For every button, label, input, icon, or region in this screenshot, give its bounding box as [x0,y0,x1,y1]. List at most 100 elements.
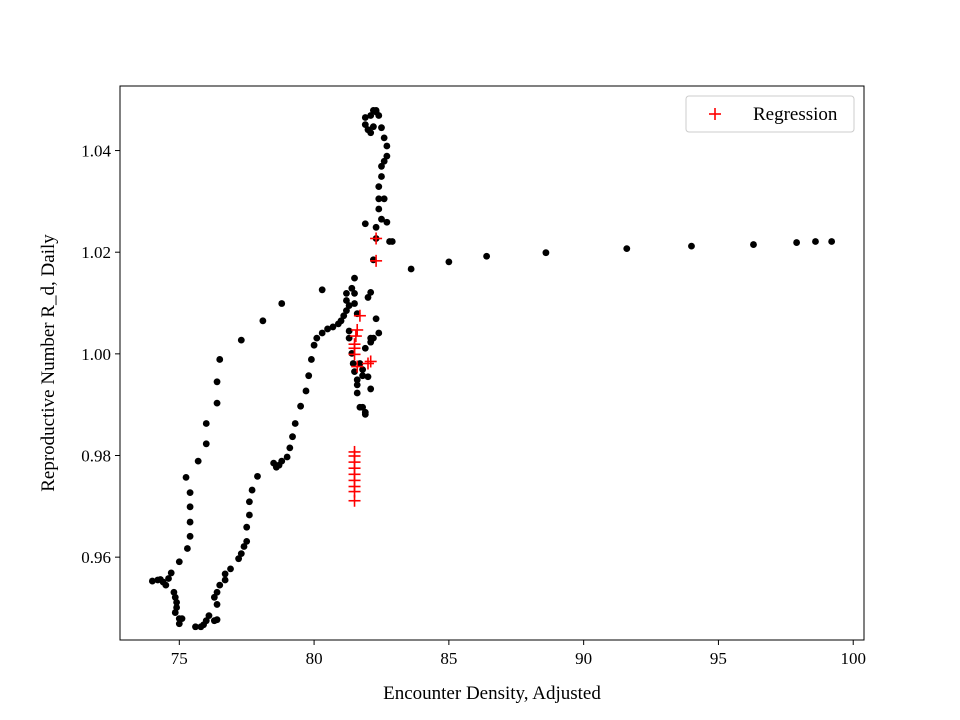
data-point [361,114,369,121]
data-point [353,389,361,397]
data-point [364,294,372,301]
data-point [202,617,210,625]
data-point [243,523,251,531]
data-point [237,336,245,344]
data-point [351,274,358,282]
legend: Regression [685,95,855,133]
data-point [380,195,388,203]
regression-point [351,360,364,373]
data-point [375,183,383,191]
data-point [165,575,172,582]
data-point [162,581,170,589]
y-tick-label: 0.98 [81,447,111,466]
data-point [186,518,194,526]
y-tick-label: 1.04 [81,142,111,161]
data-point [372,108,380,116]
data-point [623,245,631,253]
data-point [205,612,213,620]
data-point [194,457,202,465]
regression-point [348,494,361,507]
data-point [329,323,337,331]
legend-plus-icon [709,108,721,120]
data-point [216,356,224,363]
data-point [359,366,367,374]
data-point [383,218,391,226]
plot-area [120,86,864,640]
data-point [383,142,391,150]
data-point [175,620,183,628]
data-point [192,623,199,631]
data-point [353,376,361,384]
data-point [369,334,377,342]
data-point [750,241,757,248]
data-point [361,121,369,129]
data-point [186,489,194,497]
data-point [364,373,372,381]
data-point [343,289,350,297]
data-point [359,372,367,380]
legend-label-regression: Regression [753,104,838,125]
data-point [213,399,221,407]
data-point [175,558,183,566]
data-point [278,300,286,307]
data-point [380,134,388,142]
data-point [369,123,377,131]
data-point [348,284,356,292]
data-point [380,157,388,165]
data-point [351,368,358,376]
data-point [213,616,221,624]
data-point [343,297,350,304]
data-point [245,498,253,506]
data-point [148,577,156,585]
data-point [213,378,221,386]
data-point [289,433,296,441]
x-tick-label: 80 [306,649,323,668]
data-point [361,410,369,418]
y-tick-label: 0.96 [81,548,111,567]
data-point [213,588,221,596]
x-axis-label: Encounter Density, Adjusted [383,683,601,704]
x-tick-label: 100 [840,649,866,668]
data-point [407,265,415,273]
data-point [297,402,305,410]
data-point [302,387,310,395]
y-tick-label: 1.00 [81,345,111,364]
data-point [383,152,391,160]
data-point [340,312,348,320]
data-point [243,537,251,545]
plot-frame [119,85,865,641]
data-point [286,444,294,452]
y-axis-ticks: 0.96 0.98 1.00 1.02 1.04 [81,142,120,567]
data-point [291,420,299,427]
data-point [171,609,179,616]
data-point [178,615,186,623]
series-regression [348,232,383,507]
regression-point [348,338,361,351]
data-point [182,473,190,481]
data-point [388,238,396,245]
regression-point [370,254,383,267]
data-point [351,300,358,307]
data-point [278,457,286,465]
data-point [324,325,331,333]
data-point [202,440,210,448]
data-point [375,329,383,337]
data-point [173,598,181,606]
data-point [337,317,345,325]
data-point [542,249,550,257]
data-point [378,215,385,223]
data-point [345,327,353,335]
data-point [221,576,229,584]
points-layer [148,106,836,631]
data-point [313,334,321,342]
data-point [248,486,256,494]
data-point [237,550,245,557]
data-point [221,570,229,578]
data-point [318,286,326,294]
x-tick-label: 95 [710,649,727,668]
data-point [240,543,248,550]
data-point [186,532,194,540]
data-point [378,124,385,132]
data-point [812,238,819,245]
